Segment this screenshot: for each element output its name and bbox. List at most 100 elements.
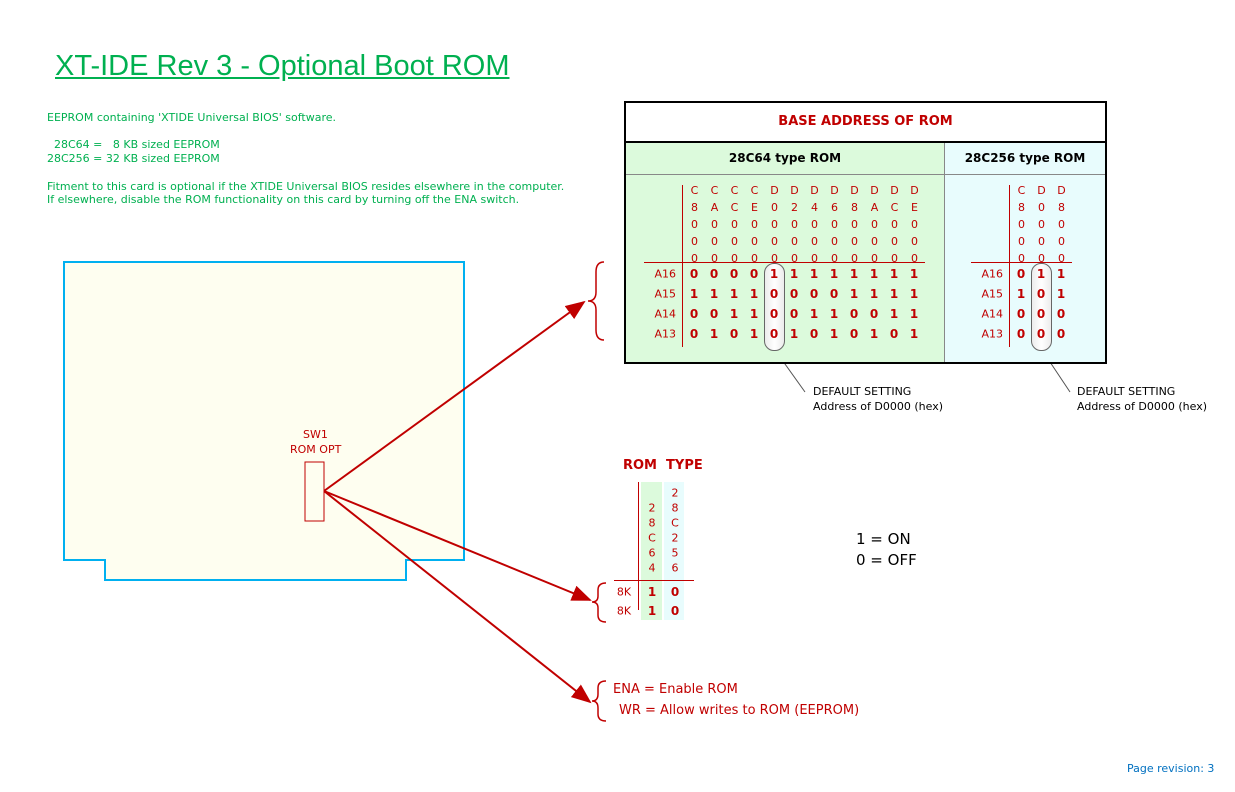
switch-value: 0 xyxy=(789,307,799,321)
rom-size-label: 8K xyxy=(616,604,632,618)
switch-value: 0 xyxy=(1056,307,1066,321)
column-address: DE000 xyxy=(908,184,921,269)
switch-value: 0 xyxy=(889,327,899,341)
switch-value: 0 xyxy=(1016,327,1026,341)
brace-icon xyxy=(587,261,605,341)
page-revision: Page revision: 3 xyxy=(1127,762,1215,775)
switch-value: 1 xyxy=(909,287,919,301)
arrow-to-enable-notes xyxy=(323,490,592,704)
switch-value: 1 xyxy=(789,327,799,341)
switch-value: 1 xyxy=(809,307,819,321)
switch-value: 0 xyxy=(1036,287,1046,301)
switch-value: 0 xyxy=(1036,307,1046,321)
enable-note: ENA = Enable ROM xyxy=(613,682,738,697)
switch-value: 1 xyxy=(829,267,839,281)
switch-value: 1 xyxy=(849,287,859,301)
column-address: D8000 xyxy=(1055,184,1068,269)
switch-value: 1 xyxy=(869,267,879,281)
switch-value: 1 xyxy=(1056,267,1066,281)
switch-value: 0 xyxy=(769,287,779,301)
switch-value: 0 xyxy=(689,307,699,321)
brace-icon xyxy=(591,680,607,722)
rom-type-digit: 2 xyxy=(671,486,679,500)
switch-value: 1 xyxy=(909,307,919,321)
switch-value: 1 xyxy=(729,307,739,321)
default-note: DEFAULT SETTING xyxy=(1077,385,1176,398)
note-line: EEPROM containing 'XTIDE Universal BIOS'… xyxy=(47,111,336,124)
default-note: Address of D0000 (hex) xyxy=(813,400,944,413)
column-address: CC000 xyxy=(728,184,741,269)
switch-value: 1 xyxy=(889,307,899,321)
rom-type-digit: 6 xyxy=(671,561,679,575)
rom-type-digit: 4 xyxy=(648,561,656,575)
switch-value: 1 xyxy=(869,287,879,301)
switch-value: 0 xyxy=(689,267,699,281)
column-address: C8000 xyxy=(688,184,701,269)
note-line: If elsewhere, disable the ROM functional… xyxy=(47,193,520,206)
switch-value: 0 xyxy=(769,307,779,321)
switch-value: 0 xyxy=(749,267,759,281)
switch-value: 1 xyxy=(1016,287,1026,301)
rom-type-title: ROM TYPE xyxy=(623,458,703,473)
switch-value: 1 xyxy=(909,327,919,341)
rom-type-digit: 2 xyxy=(671,531,679,545)
rom-type-digit: 5 xyxy=(671,546,679,560)
column-address: D8000 xyxy=(848,184,861,269)
legend-on: 1 = ON xyxy=(856,530,911,548)
switch-value: 1 xyxy=(729,287,739,301)
switch-value: 0 xyxy=(809,287,819,301)
column-address: D2000 xyxy=(788,184,801,269)
column-address: DA000 xyxy=(868,184,881,269)
right-panel: 28C256 type ROM xyxy=(945,143,1105,362)
switch-value: 1 xyxy=(769,267,779,281)
divider xyxy=(644,262,925,263)
switch-value: 1 xyxy=(889,267,899,281)
rom-type-col-bg xyxy=(664,482,684,620)
switch-value: 1 xyxy=(909,267,919,281)
divider xyxy=(971,262,1072,263)
address-line-label: A15 xyxy=(981,287,1003,301)
rom-type-col-bg xyxy=(641,482,662,620)
rom-type-digit: 8 xyxy=(671,501,679,515)
rom-type-digit: 6 xyxy=(648,546,656,560)
address-line-label: A16 xyxy=(654,267,676,281)
switch-value: 1 xyxy=(789,267,799,281)
switch-value: 0 xyxy=(829,287,839,301)
address-line-label: A13 xyxy=(654,327,676,341)
switch-value: 1 xyxy=(1036,267,1046,281)
switch-value: 1 xyxy=(709,327,719,341)
switch-value: 1 xyxy=(1056,287,1066,301)
switch-value: 0 xyxy=(789,287,799,301)
column-address: CA000 xyxy=(708,184,721,269)
note-line: Fitment to this card is optional if the … xyxy=(47,180,565,193)
left-panel: 28C64 type ROM xyxy=(626,143,945,362)
rom-size-label: 8K xyxy=(616,585,632,599)
rom-type-digit: 2 xyxy=(648,501,656,515)
arrow-to-base-address xyxy=(323,300,586,492)
note-line: 28C256 = 32 KB sized EEPROM xyxy=(47,152,220,165)
rom-type-value: 0 xyxy=(670,604,680,618)
switch-value: 1 xyxy=(749,327,759,341)
card-outline xyxy=(63,261,465,581)
rom-type-value: 1 xyxy=(647,585,657,599)
switch-value: 1 xyxy=(829,327,839,341)
legend-off: 0 = OFF xyxy=(856,551,917,569)
default-note: DEFAULT SETTING xyxy=(813,385,912,398)
switch-value: 0 xyxy=(769,327,779,341)
switch-value: 0 xyxy=(1016,307,1026,321)
arrow-to-rom-type xyxy=(323,490,592,601)
base-address-table: BASE ADDRESS OF ROM 28C64 type ROM 28C25… xyxy=(624,101,1107,364)
switch-value: 0 xyxy=(729,267,739,281)
divider xyxy=(638,482,639,610)
rom-type-value: 0 xyxy=(670,585,680,599)
note-line: 28C64 = 8 KB sized EEPROM xyxy=(47,138,220,151)
column-address: C8000 xyxy=(1015,184,1028,269)
rom-type-value: 1 xyxy=(647,604,657,618)
column-address: D4000 xyxy=(808,184,821,269)
switch-name: SW1 xyxy=(303,428,328,441)
divider xyxy=(682,185,683,347)
switch-value: 1 xyxy=(709,287,719,301)
address-line-label: A14 xyxy=(654,307,676,321)
address-line-label: A15 xyxy=(654,287,676,301)
